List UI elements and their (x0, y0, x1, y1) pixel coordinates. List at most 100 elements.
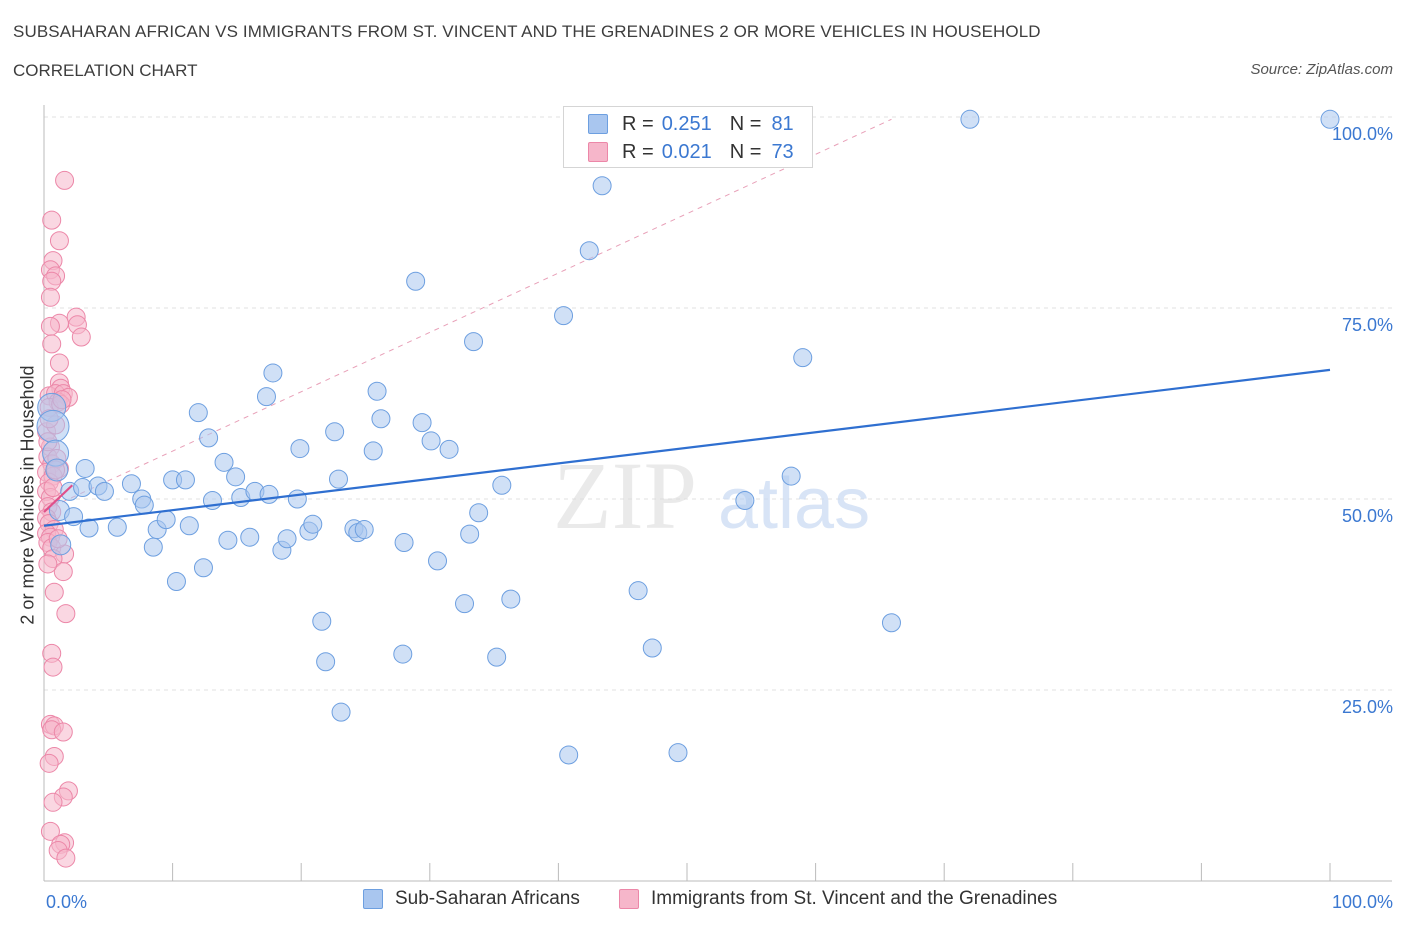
blue-data-point (277, 529, 297, 549)
blue-data-point (492, 475, 512, 495)
bottom-legend-series2: Immigrants from St. Vincent and the Gren… (619, 888, 1057, 910)
pink-data-point (40, 821, 60, 841)
legend-swatch-blue (588, 114, 608, 134)
blue-data-point (188, 403, 208, 423)
blue-data-point (393, 644, 413, 664)
pink-data-point (44, 582, 64, 602)
blue-data-point (960, 109, 980, 129)
y-tick-label: 50.0% (1342, 506, 1393, 526)
blue-data-point (199, 428, 219, 448)
tick-labels: 25.0% 50.0% 75.0% 100.0% 0.0% 100.0% (46, 124, 1393, 912)
pink-data-point (42, 210, 62, 230)
blue-data-point (781, 466, 801, 486)
blue-data-point (287, 489, 307, 509)
blue-data-point (394, 533, 414, 553)
blue-data-point (312, 611, 332, 631)
blue-data-point (642, 638, 662, 658)
blue-data-point (455, 594, 475, 614)
blue-data-point (460, 524, 480, 544)
pink-data-point (43, 478, 63, 498)
blue-data-point (79, 518, 99, 538)
y-tick-label: 75.0% (1342, 315, 1393, 335)
reference-line (43, 118, 892, 511)
blue-data-point (354, 520, 374, 540)
chart-title: SUBSAHARAN AFRICAN VS IMMIGRANTS FROM ST… (13, 22, 1041, 41)
legend-row-blue: R = 0.251 N = 81 (588, 112, 794, 136)
legend-r-label: R = (622, 140, 654, 163)
blue-data-point (45, 458, 69, 482)
blue-data-point (325, 422, 345, 442)
blue-data-point (263, 363, 283, 383)
pink-trend-line (43, 484, 74, 513)
pink-data-point (38, 554, 58, 574)
pink-data-point (42, 271, 62, 291)
pink-data-point (53, 562, 73, 582)
blue-data-point (193, 558, 213, 578)
blue-data-point (559, 745, 579, 765)
blue-data-point (36, 409, 70, 443)
blue-points-group (36, 109, 1340, 765)
blue-data-point (793, 348, 813, 368)
watermark-zip: ZIP (553, 442, 697, 549)
blue-data-point (579, 241, 599, 261)
blue-data-point (259, 484, 279, 504)
blue-data-point (94, 481, 114, 501)
grid-lines (44, 116, 1392, 691)
pink-data-point (71, 327, 91, 347)
blue-data-point (363, 441, 383, 461)
legend-r-value: 0.021 (661, 140, 712, 163)
legend-n-label: N = (729, 140, 762, 163)
y-axis-label: 2 or more Vehicles in Household (17, 365, 38, 625)
blue-data-point (240, 527, 260, 547)
source-label: Source: ZipAtlas.com (1250, 61, 1393, 78)
pink-data-point (53, 722, 73, 742)
blue-data-point (156, 510, 176, 530)
blue-data-point (179, 516, 199, 536)
blue-data-point (628, 581, 648, 601)
blue-data-point (439, 439, 459, 459)
trend-lines (43, 368, 1331, 527)
pink-data-point (56, 848, 76, 868)
bottom-legend-swatch-pink (619, 889, 639, 909)
chart-subtitle: CORRELATION CHART (13, 61, 198, 80)
blue-data-point (290, 439, 310, 459)
blue-data-point (303, 514, 323, 534)
blue-data-point (214, 452, 234, 472)
blue-data-point (554, 306, 574, 326)
blue-data-point (371, 409, 391, 429)
pink-data-point (43, 792, 63, 812)
pink-data-point (43, 657, 63, 677)
bottom-legend-label-series2: Immigrants from St. Vincent and the Gren… (651, 888, 1058, 909)
blue-data-point (367, 381, 387, 401)
blue-data-point (428, 551, 448, 571)
legend-n-value: 73 (771, 140, 794, 163)
legend-swatch-pink (588, 142, 608, 162)
blue-data-point (218, 530, 238, 550)
blue-data-point (464, 332, 484, 352)
blue-data-point (328, 469, 348, 489)
pink-data-point (42, 334, 62, 354)
blue-trend-line (43, 368, 1331, 527)
y-tick-label: 25.0% (1342, 697, 1393, 717)
blue-data-point (592, 176, 612, 196)
blue-data-point (316, 652, 336, 672)
blue-data-point (406, 271, 426, 291)
legend-n-value: 81 (771, 112, 794, 135)
blue-data-point (121, 474, 141, 494)
pink-data-point (40, 316, 60, 336)
blue-data-point (134, 495, 154, 515)
blue-data-point (1320, 109, 1340, 129)
blue-data-point (107, 517, 127, 537)
pink-data-point (55, 170, 75, 190)
blue-data-point (166, 572, 186, 592)
pink-data-point (39, 753, 59, 773)
blue-data-point (501, 589, 521, 609)
legend-r-label: R = (622, 112, 654, 135)
blue-data-point (75, 458, 95, 478)
blue-data-point (881, 613, 901, 633)
blue-data-point (50, 534, 72, 556)
legend-row-pink: R = 0.021 N = 73 (588, 140, 794, 164)
blue-data-point (175, 470, 195, 490)
bottom-legend-label-series1: Sub-Saharan Africans (395, 888, 580, 909)
pink-data-point (56, 604, 76, 624)
